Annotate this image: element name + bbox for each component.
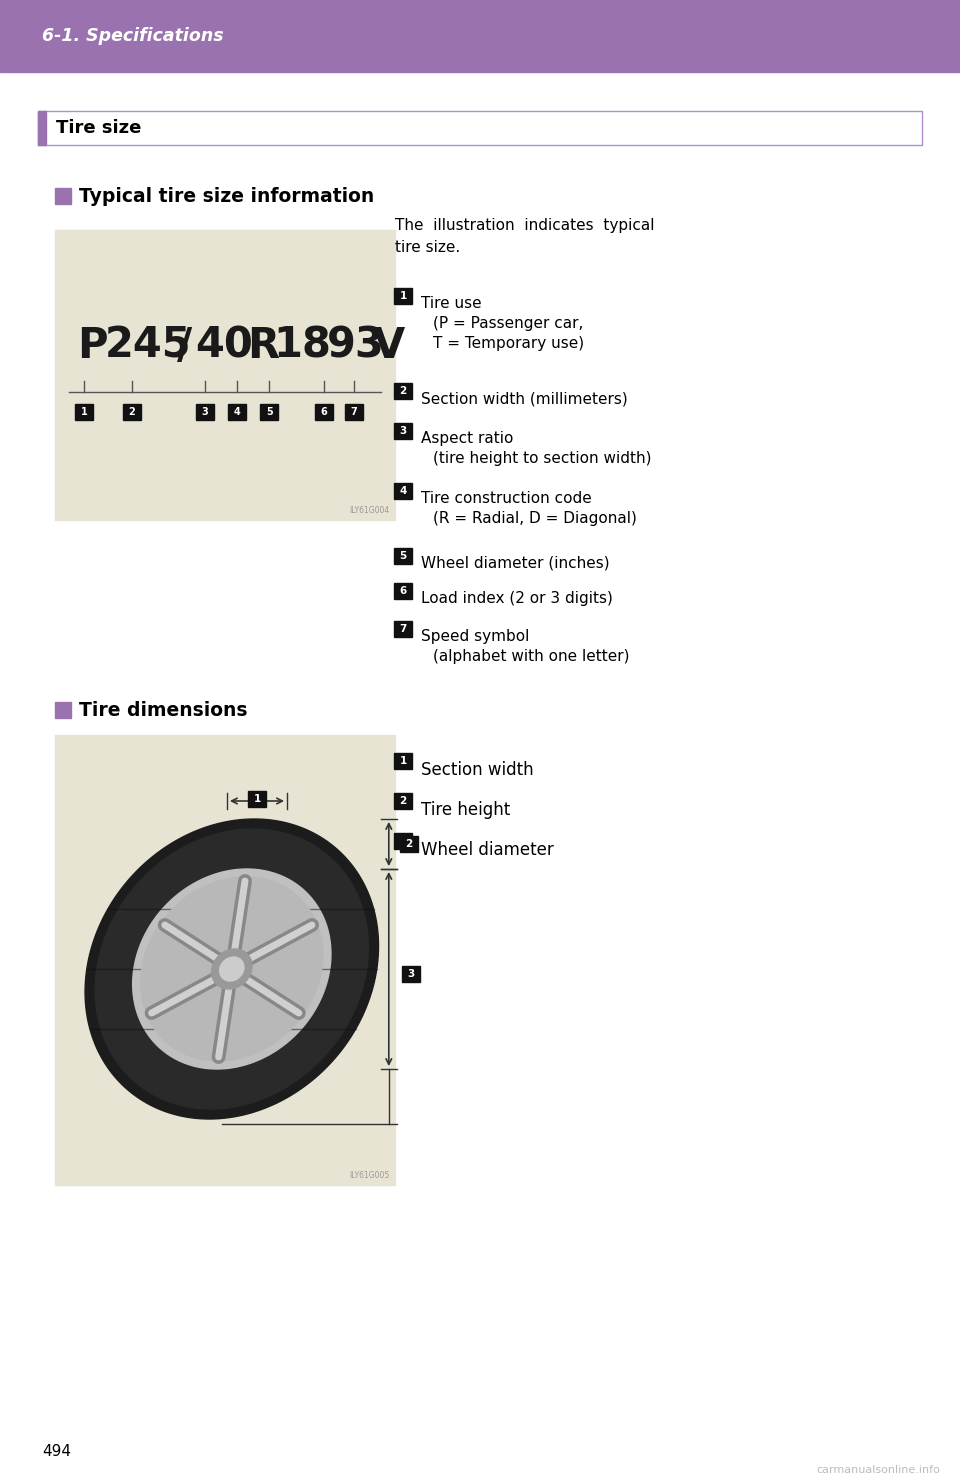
Text: 494: 494: [42, 1444, 71, 1459]
Text: 3: 3: [399, 835, 407, 846]
Text: Tire construction code: Tire construction code: [421, 491, 591, 506]
Text: 7: 7: [350, 408, 357, 417]
Text: Section width (millimeters): Section width (millimeters): [421, 390, 628, 407]
Text: 6: 6: [321, 408, 327, 417]
Bar: [55, 735, 395, 1186]
Bar: [196, 405, 213, 420]
Text: Speed symbol: Speed symbol: [421, 629, 529, 644]
Text: Tire dimensions: Tire dimensions: [79, 700, 248, 720]
Text: Wheel diameter (inches): Wheel diameter (inches): [421, 556, 610, 571]
Bar: [248, 791, 266, 807]
Text: 2: 2: [399, 386, 407, 396]
Bar: [394, 423, 412, 439]
Bar: [38, 111, 922, 145]
Bar: [394, 288, 412, 304]
Bar: [394, 583, 412, 600]
Bar: [228, 405, 246, 420]
Bar: [55, 230, 395, 519]
Bar: [346, 405, 363, 420]
Bar: [0, 0, 960, 73]
Text: 2: 2: [128, 408, 134, 417]
Text: Tire height: Tire height: [421, 801, 511, 819]
Text: 5: 5: [266, 408, 273, 417]
Bar: [394, 620, 412, 637]
Text: 4: 4: [399, 485, 407, 496]
Text: (R = Radial, D = Diagonal): (R = Radial, D = Diagonal): [433, 510, 636, 525]
Polygon shape: [95, 830, 369, 1109]
Text: carmanualsonline.info: carmanualsonline.info: [816, 1465, 940, 1475]
Text: Tire size: Tire size: [56, 119, 141, 137]
Bar: [260, 405, 278, 420]
Bar: [394, 752, 412, 769]
Text: Typical tire size information: Typical tire size information: [79, 187, 374, 205]
Text: 1: 1: [399, 291, 407, 301]
Bar: [394, 482, 412, 499]
Text: 4: 4: [233, 408, 240, 417]
Polygon shape: [211, 948, 252, 988]
Text: 93: 93: [327, 325, 385, 367]
Text: T = Temporary use): T = Temporary use): [433, 335, 584, 352]
Bar: [55, 702, 71, 718]
Text: 3: 3: [399, 426, 407, 436]
Bar: [394, 792, 412, 809]
Bar: [75, 405, 93, 420]
Text: /: /: [177, 325, 192, 367]
Text: Section width: Section width: [421, 761, 534, 779]
Bar: [123, 405, 140, 420]
Bar: [399, 835, 418, 852]
Polygon shape: [220, 957, 244, 981]
Polygon shape: [132, 870, 331, 1068]
Polygon shape: [85, 819, 378, 1119]
Bar: [38, 111, 46, 145]
Text: Wheel diameter: Wheel diameter: [421, 841, 554, 859]
Text: 6: 6: [399, 586, 407, 597]
Text: (tire height to section width): (tire height to section width): [433, 451, 652, 466]
Text: 245: 245: [105, 325, 192, 367]
Text: (P = Passenger car,: (P = Passenger car,: [433, 316, 584, 331]
Text: R: R: [247, 325, 279, 367]
Text: 7: 7: [399, 623, 407, 634]
Text: 1: 1: [399, 755, 407, 766]
Text: Load index (2 or 3 digits): Load index (2 or 3 digits): [421, 591, 612, 605]
Text: 2: 2: [399, 795, 407, 806]
Text: 40: 40: [195, 325, 252, 367]
Text: 5: 5: [399, 551, 407, 561]
Bar: [402, 966, 420, 982]
Text: P: P: [77, 325, 108, 367]
Bar: [315, 405, 332, 420]
Text: 18: 18: [273, 325, 331, 367]
Text: (alphabet with one letter): (alphabet with one letter): [433, 649, 630, 663]
Text: Aspect ratio: Aspect ratio: [421, 430, 514, 447]
Text: 1: 1: [81, 408, 87, 417]
Text: 1: 1: [253, 794, 260, 804]
Text: 6-1. Specifications: 6-1. Specifications: [42, 27, 224, 45]
Text: tire size.: tire size.: [395, 240, 460, 255]
Polygon shape: [141, 877, 323, 1061]
Text: ILY61G004: ILY61G004: [349, 506, 390, 515]
Text: 2: 2: [405, 838, 413, 849]
Bar: [394, 833, 412, 849]
Text: 3: 3: [407, 969, 415, 979]
Text: ILY61G005: ILY61G005: [349, 1171, 390, 1180]
Bar: [394, 383, 412, 399]
Text: 3: 3: [202, 408, 208, 417]
Text: Tire use: Tire use: [421, 295, 482, 312]
Text: The  illustration  indicates  typical: The illustration indicates typical: [395, 218, 655, 233]
Bar: [55, 188, 71, 203]
Bar: [394, 548, 412, 564]
Text: V: V: [373, 325, 405, 367]
